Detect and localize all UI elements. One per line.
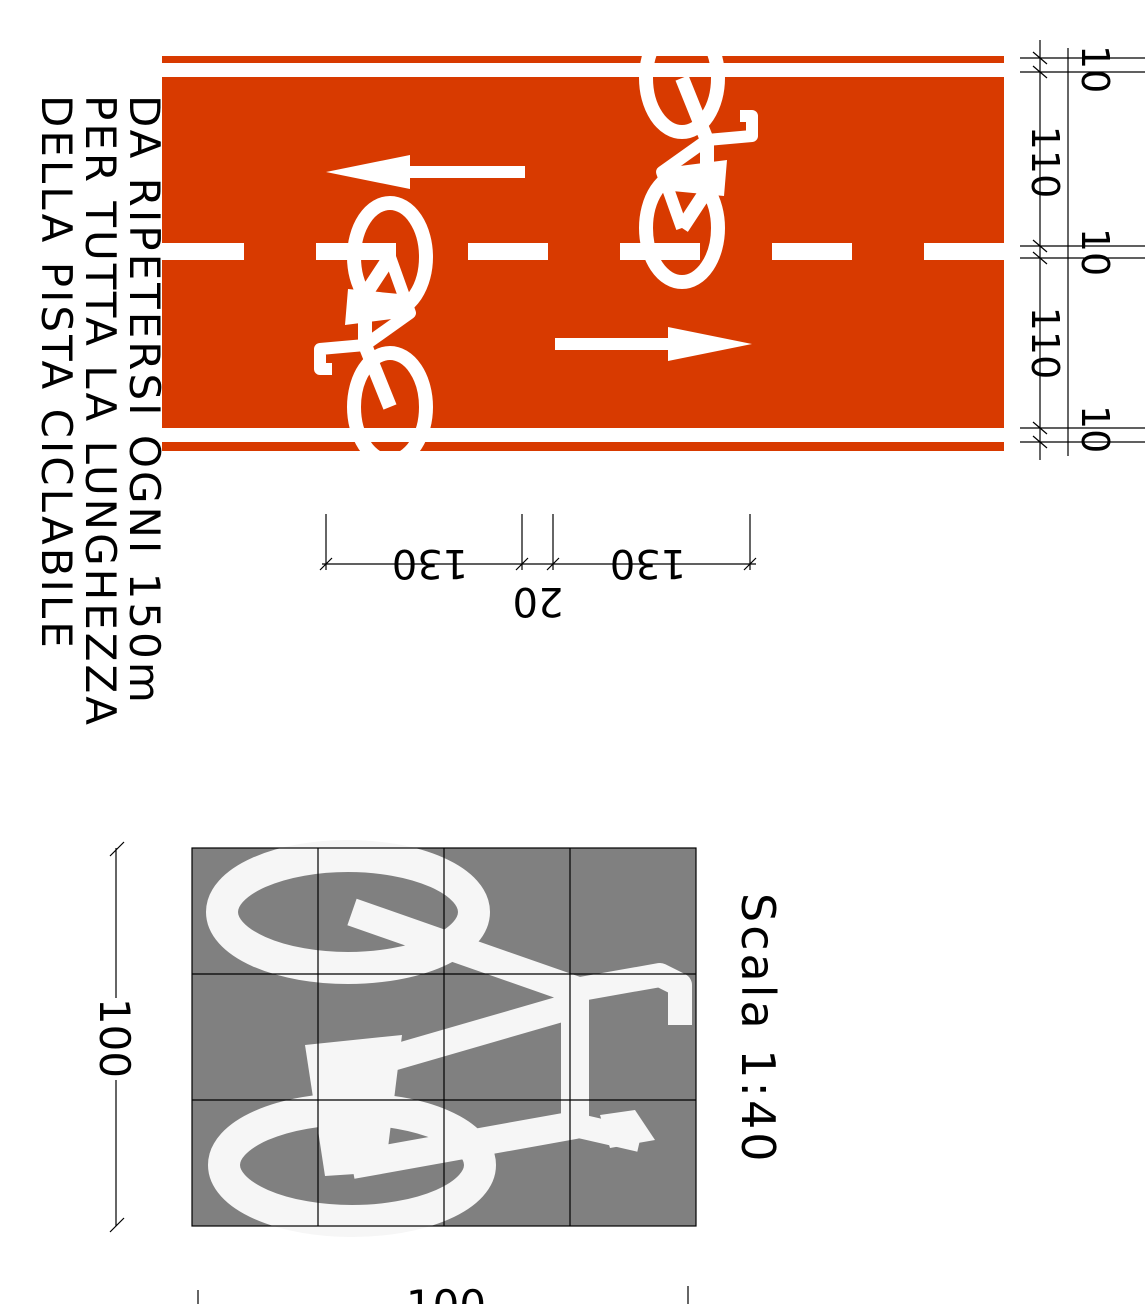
note-line-3: DELLA PISTA CICLABILE [32, 95, 81, 651]
scale-label: Scala 1:40 [731, 893, 785, 1165]
dim-label: 100 [90, 998, 139, 1078]
dim-label: 110 [1023, 126, 1067, 199]
dim-label: 10 [1073, 405, 1117, 453]
symbol-grid [191, 847, 697, 1227]
saddle-shape [305, 1035, 402, 1176]
repeat-note: DA RIPETERSI OGNI 150m PER TUTTA LA LUNG… [32, 95, 169, 728]
pedal-shape [600, 1110, 655, 1148]
dim-label: 10 [1073, 228, 1117, 276]
symbol-detail [191, 840, 697, 1237]
arrow-icon [555, 327, 752, 361]
right-dimension-labels: 10 110 10 110 10 [1023, 45, 1117, 453]
lane-plan [162, 24, 1004, 461]
dim-label: 130 [610, 540, 686, 586]
center-dashed-line [162, 243, 1004, 260]
bottom-dimension-labels: 130 20 130 [392, 540, 686, 624]
note-line-1: DA RIPETERSI OGNI 150m [120, 95, 169, 706]
note-line-2: PER TUTTA LA LUNGHEZZA [76, 95, 125, 728]
right-dimension-chain [1020, 40, 1145, 460]
symbol-bottom-dimension [197, 1286, 689, 1304]
edge-line-top [162, 63, 1004, 77]
dim-label: 110 [1023, 307, 1067, 380]
edge-line-bottom [162, 428, 1004, 442]
dim-label-cut: 100 [406, 1281, 486, 1304]
dim-label: 20 [513, 578, 564, 624]
dim-label: 130 [392, 540, 468, 586]
symbol-side-dimension [109, 841, 125, 1233]
dim-label: 10 [1073, 45, 1117, 93]
bike-lane-surface [162, 56, 1004, 451]
arrow-icon [326, 155, 525, 189]
bottom-dimension-chain [319, 514, 757, 571]
